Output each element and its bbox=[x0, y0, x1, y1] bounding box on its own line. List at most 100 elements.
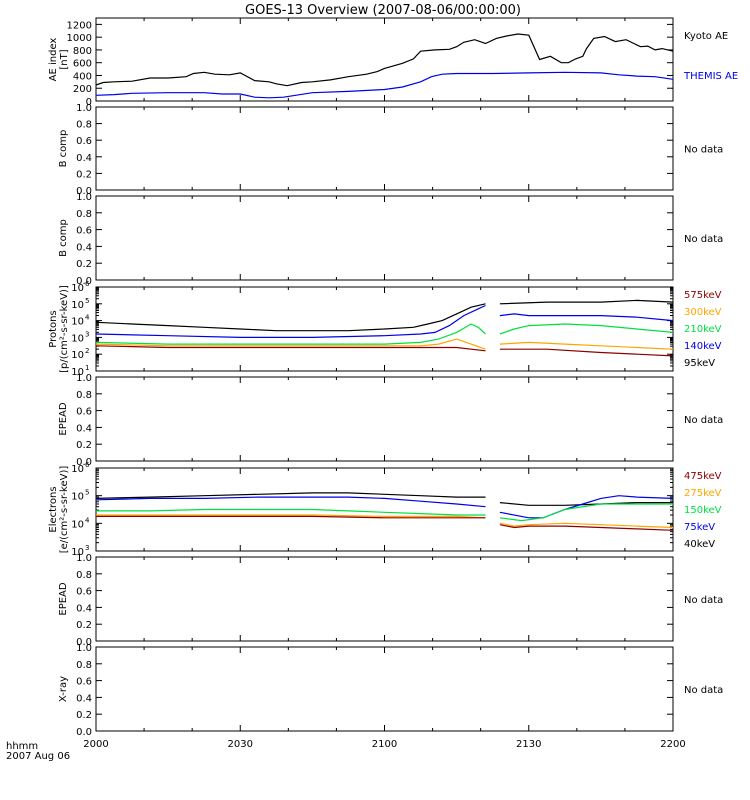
y-tick-exponent: 6 bbox=[85, 280, 90, 288]
y-tick-exponent: 3 bbox=[85, 330, 89, 338]
y-tick-label: 0.0 bbox=[76, 457, 92, 468]
y-tick-label: 10 bbox=[71, 367, 84, 378]
y-tick-label: 800 bbox=[73, 46, 92, 57]
y-tick-label: 0.4 bbox=[76, 423, 92, 434]
series-line-95kev bbox=[95, 303, 486, 332]
y-tick-label: 0.4 bbox=[76, 693, 92, 704]
y-tick-label: 1.0 bbox=[76, 103, 92, 114]
y-tick-label: 10 bbox=[71, 492, 84, 503]
series-line-475kev bbox=[96, 515, 486, 519]
series-line-140kev bbox=[95, 304, 486, 338]
series-line-75kev bbox=[95, 496, 486, 508]
y-axis-label: [nT] bbox=[59, 49, 70, 69]
y-tick-label: 0.4 bbox=[76, 603, 92, 614]
series-line-275kev bbox=[499, 522, 674, 529]
legend-entry: 275keV bbox=[684, 488, 722, 499]
series-line-40kev bbox=[95, 492, 486, 499]
panel-frame bbox=[95, 376, 674, 462]
y-tick-label: 0 bbox=[86, 97, 92, 108]
legend-entry: 75keV bbox=[684, 522, 715, 533]
y-tick-label: 10 bbox=[71, 317, 84, 328]
y-tick-exponent: 4 bbox=[85, 516, 90, 524]
y-tick-label: 0.6 bbox=[76, 587, 92, 598]
y-tick-label: 0.4 bbox=[76, 242, 92, 253]
legend-entry: 575keV bbox=[684, 290, 722, 301]
y-axis-label: EPEAD bbox=[58, 402, 69, 436]
y-tick-label: 10 bbox=[71, 464, 84, 475]
x-tick-label: 2200 bbox=[660, 739, 685, 750]
y-axis-label: Electrons bbox=[48, 486, 59, 532]
y-tick-label: 10 bbox=[71, 350, 84, 361]
y-tick-label: 0.6 bbox=[76, 136, 92, 147]
y-axis-label: AE index bbox=[48, 38, 59, 82]
y-axis-label: B comp bbox=[58, 130, 69, 168]
y-tick-exponent: 4 bbox=[85, 314, 90, 322]
legend-entry: 475keV bbox=[684, 471, 722, 482]
y-tick-label: 10 bbox=[71, 300, 84, 311]
series-line-kyoto-ae bbox=[95, 33, 674, 87]
y-tick-label: 1000 bbox=[67, 33, 92, 44]
y-axis-label: B comp bbox=[58, 219, 69, 257]
y-axis-label: X-ray bbox=[58, 676, 69, 702]
legend-entry: THEMIS AE bbox=[683, 71, 738, 82]
y-tick-label: 1.0 bbox=[76, 373, 92, 384]
y-tick-label: 0.0 bbox=[76, 727, 92, 738]
y-tick-label: 0.8 bbox=[76, 570, 92, 581]
y-tick-label: 0.2 bbox=[76, 169, 92, 180]
y-tick-label: 0.8 bbox=[76, 660, 92, 671]
y-tick-label: 1200 bbox=[67, 20, 92, 31]
y-tick-label: 0.0 bbox=[76, 276, 92, 287]
panel-frame bbox=[95, 195, 674, 281]
y-tick-label: 1.0 bbox=[76, 553, 92, 564]
y-tick-label: 0.2 bbox=[76, 259, 92, 270]
y-tick-label: 10 bbox=[71, 283, 84, 294]
y-tick-label: 0.0 bbox=[76, 186, 92, 197]
legend-entry: 95keV bbox=[684, 358, 715, 369]
y-tick-label: 0.4 bbox=[76, 153, 92, 164]
y-tick-label: 0.8 bbox=[76, 209, 92, 220]
panel-xray: 1.0 0.8 0.6 0.4 0.2 0.0 X-ray No data bbox=[58, 643, 723, 738]
y-tick-label: 10 bbox=[71, 519, 84, 530]
panel-epead2: 1.0 0.8 0.6 0.4 0.2 0.0 EPEAD No data bbox=[58, 553, 723, 648]
legend-entry: 140keV bbox=[684, 341, 722, 352]
y-tick-exponent: 3 bbox=[85, 544, 89, 552]
x-tick-label: 2130 bbox=[516, 739, 541, 750]
figure-title: GOES-13 Overview (2007-08-06/00:00:00) bbox=[245, 3, 521, 18]
series-line-150kev bbox=[499, 503, 673, 522]
y-tick-label: 600 bbox=[73, 59, 92, 70]
x-tick-label: 2100 bbox=[372, 739, 397, 750]
y-tick-exponent: 5 bbox=[85, 489, 89, 497]
y-tick-label: 1.0 bbox=[76, 192, 92, 203]
y-tick-label: 0.6 bbox=[76, 677, 92, 688]
y-tick-label: 0.8 bbox=[76, 120, 92, 131]
series-line-themis-ae bbox=[95, 71, 674, 99]
legend-entry: 210keV bbox=[684, 324, 722, 335]
panel-frame bbox=[95, 556, 674, 642]
series-line-95kev bbox=[499, 299, 674, 305]
y-tick-exponent: 1 bbox=[85, 364, 89, 372]
y-tick-label: 0.2 bbox=[76, 440, 92, 451]
y-tick-label: 200 bbox=[73, 84, 92, 95]
y-tick-label: 10 bbox=[71, 547, 84, 558]
panel-frame bbox=[95, 646, 674, 732]
panel-frame bbox=[95, 106, 674, 191]
legend-entry: 300keV bbox=[684, 307, 722, 318]
y-axis-label: Protons bbox=[48, 310, 59, 347]
y-axis-label: EPEAD bbox=[58, 582, 69, 616]
x-tick-label: 2030 bbox=[228, 739, 253, 750]
x-tick-label: 2000 bbox=[83, 739, 108, 750]
series-line-275kev bbox=[96, 514, 486, 519]
y-tick-label: 0.6 bbox=[76, 226, 92, 237]
y-axis-label: [p/(cm²-s-sr-keV)] bbox=[59, 285, 70, 373]
no-data-label: No data bbox=[684, 145, 723, 156]
panel-epead1: 1.0 0.8 0.6 0.4 0.2 0.0 EPEAD No data bbox=[58, 373, 723, 468]
y-tick-label: 0.0 bbox=[76, 637, 92, 648]
legend-entry: 40keV bbox=[684, 539, 715, 550]
series-line-575kev bbox=[95, 345, 486, 352]
series-line-140kev bbox=[499, 313, 674, 322]
panel-frame bbox=[95, 17, 674, 102]
